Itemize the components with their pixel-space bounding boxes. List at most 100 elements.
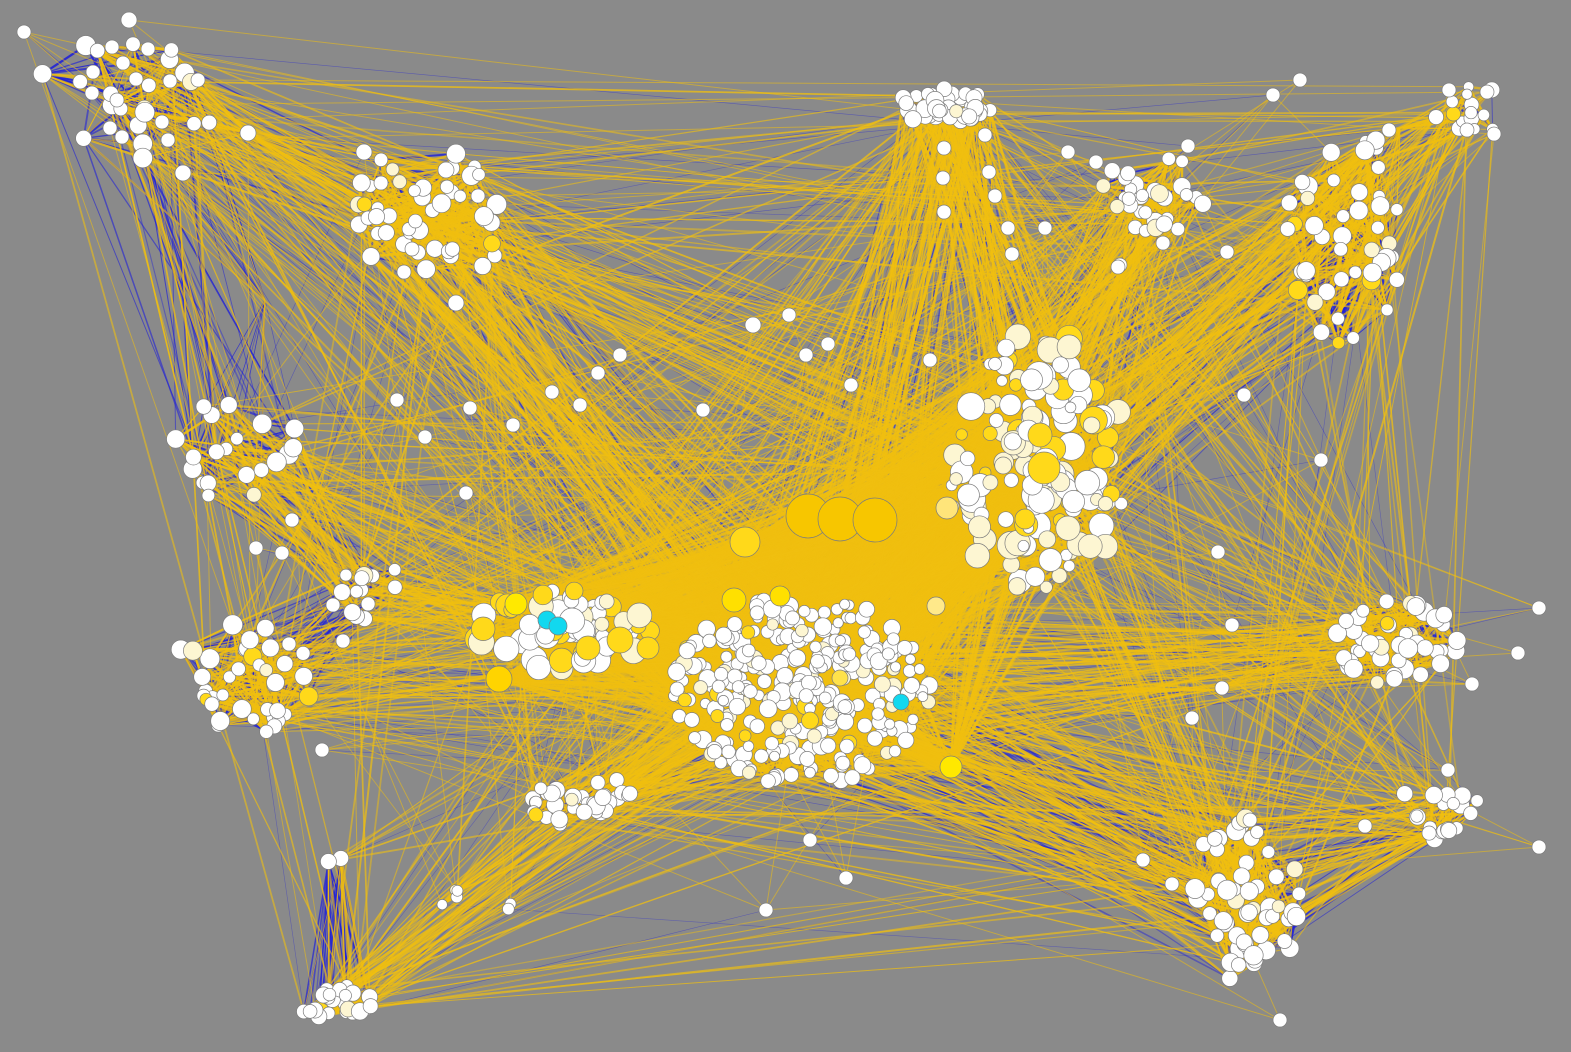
graph-node[interactable] [1390,203,1404,217]
graph-node[interactable] [1060,144,1076,160]
graph-node[interactable] [1371,160,1386,175]
graph-node[interactable] [298,686,319,707]
graph-node[interactable] [874,675,891,693]
graph-node[interactable] [451,884,464,897]
graph-node[interactable] [1477,108,1490,122]
graph-node[interactable] [269,702,286,719]
graph-node[interactable] [996,375,1008,387]
graph-node[interactable] [1332,336,1346,350]
graph-node[interactable] [199,648,221,669]
graph-node[interactable] [799,751,816,767]
graph-node[interactable] [1038,530,1057,549]
graph-node[interactable] [612,347,628,363]
node-layer[interactable] [16,11,1547,1028]
graph-node[interactable] [837,699,853,714]
graph-node[interactable] [431,193,452,214]
graph-node[interactable] [1251,926,1270,944]
graph-node[interactable] [838,870,854,886]
graph-node[interactable] [1184,710,1200,726]
graph-node[interactable] [1356,604,1370,618]
graph-node[interactable] [1210,544,1226,560]
graph-node[interactable] [857,717,873,734]
graph-node[interactable] [801,711,819,730]
graph-node[interactable] [1077,533,1103,559]
graph-node[interactable] [368,208,385,226]
graph-node[interactable] [247,712,260,726]
graph-node[interactable] [720,718,734,732]
graph-node[interactable] [1103,162,1121,180]
graph-node[interactable] [528,807,544,823]
graph-node[interactable] [1380,303,1394,317]
graph-node[interactable] [1074,470,1100,496]
graph-node[interactable] [751,655,767,671]
graph-node[interactable] [988,357,1002,371]
graph-node[interactable] [1039,580,1053,594]
graph-node[interactable] [881,647,895,661]
graph-node[interactable] [361,247,381,266]
graph-node[interactable] [493,635,520,662]
graph-node[interactable] [75,129,92,147]
graph-node[interactable] [806,728,822,744]
graph-node[interactable] [338,989,352,1002]
graph-node[interactable] [1287,280,1308,301]
graph-hub-node[interactable] [769,585,791,607]
graph-node[interactable] [783,767,799,783]
graph-node[interactable] [798,347,814,363]
graph-node[interactable] [695,402,711,418]
graph-node[interactable] [949,472,963,486]
graph-node[interactable] [913,663,926,675]
graph-node[interactable] [728,697,746,716]
graph-node[interactable] [115,55,131,71]
graph-node[interactable] [955,428,968,441]
graph-node[interactable] [389,392,405,408]
graph-node[interactable] [835,755,851,771]
graph-node[interactable] [16,24,32,40]
graph-node[interactable] [896,640,913,656]
graph-node[interactable] [1135,852,1151,868]
graph-node[interactable] [377,224,395,242]
graph-node[interactable] [201,488,216,503]
graph-node[interactable] [284,418,305,439]
graph-node[interactable] [1138,205,1153,220]
graph-node[interactable] [266,451,287,473]
graph-node[interactable] [1440,822,1458,839]
graph-node[interactable] [1338,613,1354,629]
graph-node[interactable] [1317,282,1336,301]
graph-node[interactable] [788,649,806,667]
graph-node[interactable] [473,257,492,275]
graph-node[interactable] [742,765,756,780]
graph-node[interactable] [1336,209,1350,224]
graph-node[interactable] [1388,271,1405,288]
graph-node[interactable] [256,619,275,638]
graph-node[interactable] [104,39,120,55]
graph-node[interactable] [239,124,257,142]
graph-node[interactable] [702,633,717,649]
graph-node[interactable] [1216,879,1238,901]
graph-node[interactable] [776,667,794,685]
graph-node[interactable] [356,196,373,212]
graph-node[interactable] [1470,794,1484,808]
graph-node[interactable] [844,612,857,625]
graph-node[interactable] [1333,241,1348,257]
graph-node[interactable] [1412,666,1429,683]
graph-node[interactable] [1067,368,1091,393]
graph-node[interactable] [769,750,780,762]
graph-node[interactable] [408,213,423,229]
graph-node[interactable] [1380,616,1395,631]
graph-node[interactable] [1038,548,1063,572]
graph-node[interactable] [715,626,733,644]
graph-node[interactable] [373,152,389,167]
graph-node[interactable] [248,540,264,556]
graph-node[interactable] [936,140,952,156]
graph-node[interactable] [798,605,811,618]
graph-node[interactable] [1357,818,1373,834]
graph-highlight-node[interactable] [892,693,910,711]
graph-node[interactable] [1362,262,1383,283]
graph-node[interactable] [1312,323,1330,341]
graph-node[interactable] [349,585,364,599]
graph-node[interactable] [195,398,212,415]
graph-node[interactable] [1261,845,1276,859]
graph-node[interactable] [935,170,951,186]
graph-node[interactable] [1243,945,1264,966]
